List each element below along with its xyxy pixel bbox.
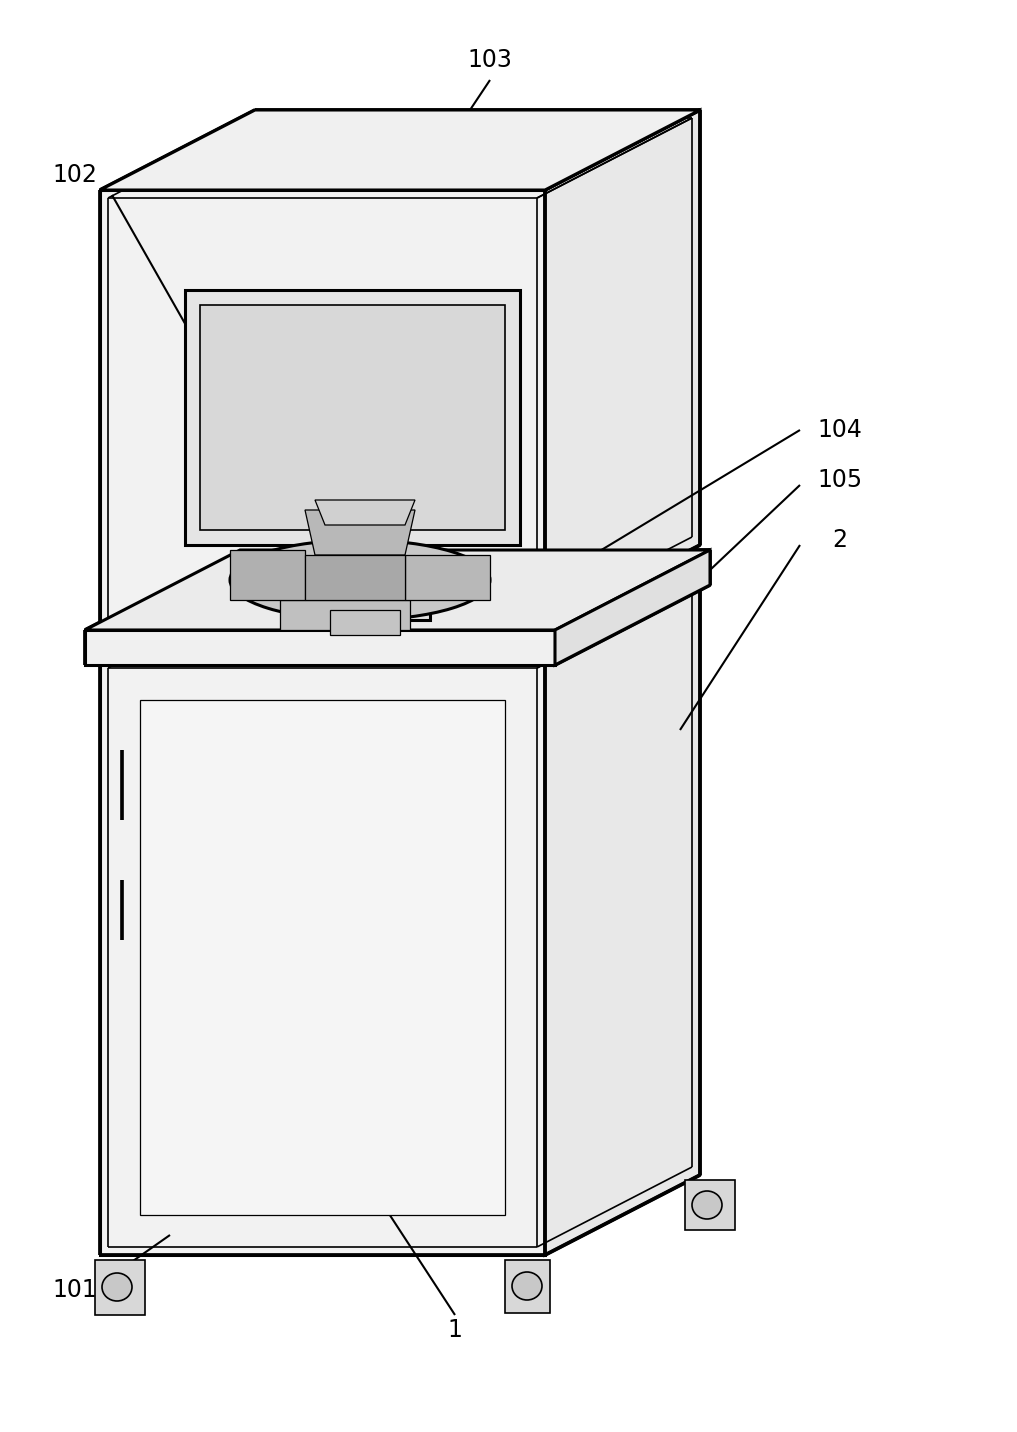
Polygon shape bbox=[200, 305, 505, 530]
Ellipse shape bbox=[230, 540, 490, 620]
Ellipse shape bbox=[512, 1272, 542, 1300]
Polygon shape bbox=[505, 1260, 550, 1313]
Polygon shape bbox=[545, 580, 700, 1254]
Polygon shape bbox=[355, 560, 430, 620]
Polygon shape bbox=[100, 580, 700, 660]
Polygon shape bbox=[100, 660, 545, 1254]
Polygon shape bbox=[405, 556, 490, 600]
Polygon shape bbox=[85, 630, 555, 664]
Polygon shape bbox=[100, 110, 700, 190]
Text: 103: 103 bbox=[468, 49, 513, 72]
Text: 102: 102 bbox=[53, 163, 98, 188]
Polygon shape bbox=[280, 600, 410, 630]
Polygon shape bbox=[95, 1260, 145, 1315]
Ellipse shape bbox=[692, 1191, 722, 1219]
Polygon shape bbox=[85, 550, 710, 630]
Polygon shape bbox=[305, 510, 415, 556]
Polygon shape bbox=[545, 110, 700, 624]
Polygon shape bbox=[140, 700, 505, 1214]
Polygon shape bbox=[685, 1180, 735, 1230]
Polygon shape bbox=[305, 556, 405, 600]
Text: 2: 2 bbox=[833, 528, 847, 551]
Polygon shape bbox=[555, 550, 710, 664]
Text: 1: 1 bbox=[447, 1317, 463, 1342]
Polygon shape bbox=[230, 550, 305, 600]
Text: 104: 104 bbox=[818, 418, 862, 442]
Text: 105: 105 bbox=[818, 468, 862, 493]
Polygon shape bbox=[315, 500, 415, 526]
Text: 101: 101 bbox=[53, 1277, 98, 1302]
Ellipse shape bbox=[102, 1273, 132, 1302]
Polygon shape bbox=[100, 190, 545, 624]
Polygon shape bbox=[330, 610, 400, 634]
Polygon shape bbox=[185, 291, 520, 546]
